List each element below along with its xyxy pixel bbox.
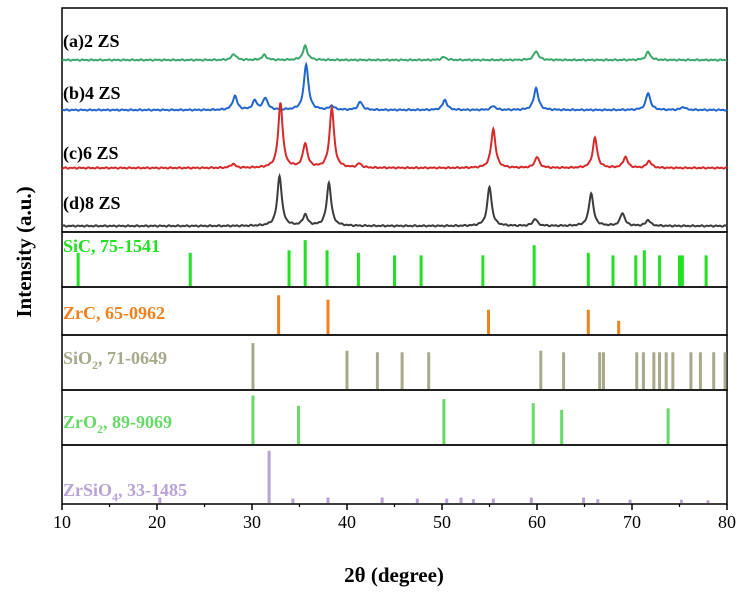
- plot-frames: [61, 7, 728, 505]
- x-tick-label: 50: [433, 512, 451, 532]
- series-label-d-8-zs: (d)8 ZS: [63, 193, 121, 214]
- x-tick-label: 70: [623, 512, 641, 532]
- series-label-b-4-zs: (b)4 ZS: [63, 83, 121, 104]
- series-line-a-2-zs: [61, 43, 728, 62]
- reference-layer: SiC, 75-1541 ZrC, 65-0962 SiO2, 71-0649 ZrO…: [63, 236, 727, 504]
- reference-label-zro2-89-9069: ZrO2, 89-9069: [63, 412, 172, 436]
- reference-label-sio2-71-0649: SiO2, 71-0649: [63, 348, 167, 372]
- x-tick-label: 60: [528, 512, 546, 532]
- x-tick-label: 40: [338, 512, 356, 532]
- series-layer: (a)2 ZS (b)4 ZS (c)6 ZS (d)8 ZS: [61, 31, 728, 228]
- reference-label-zrc-65-0962: ZrC, 65-0962: [63, 303, 165, 323]
- pattern-panel: [61, 7, 728, 233]
- y-axis-label: Intensity (a.u.): [12, 186, 36, 317]
- x-tick-label: 10: [53, 512, 71, 532]
- x-tick-label: 20: [148, 512, 166, 532]
- reference-label-sic-75-1541: SiC, 75-1541: [63, 236, 160, 256]
- x-tick-label: 30: [243, 512, 261, 532]
- reference-label-zrsio4-33-1485: ZrSiO4, 33-1485: [63, 480, 187, 504]
- x-axis-label: 2θ (degree): [344, 563, 444, 587]
- series-line-d-8-zs: [61, 172, 728, 228]
- series-label-c-6-zs: (c)6 ZS: [63, 143, 119, 164]
- series-line-b-4-zs: [61, 61, 728, 112]
- x-tick-label: 80: [718, 512, 736, 532]
- series-line-c-6-zs: [61, 102, 728, 170]
- x-axis: 10 20 30 40 50 60 70 80: [53, 504, 736, 532]
- series-label-a-2-zs: (a)2 ZS: [63, 31, 120, 52]
